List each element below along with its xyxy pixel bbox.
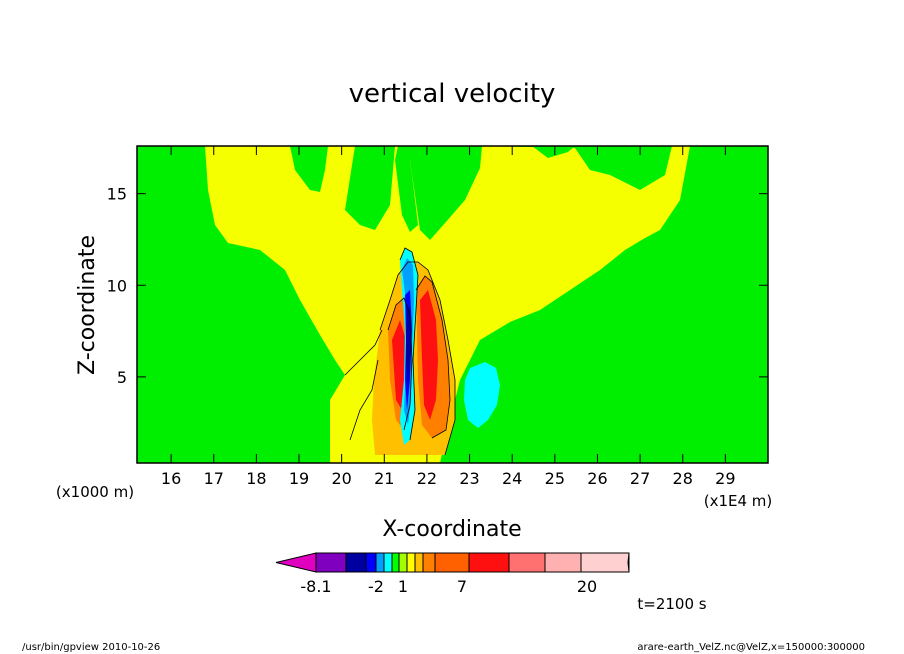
colorbar-segment [383,552,393,573]
x-tick-label: 23 [459,469,479,488]
colorbar-segment [434,552,470,573]
x-tick-label: 28 [673,469,693,488]
colorbar-labels: -8.1 -2 1 7 20 [300,577,597,596]
colorbar-label: -2 [368,577,384,596]
x-tick-label: 26 [587,469,607,488]
x-axis-label: X-coordinate [382,517,521,542]
colorbar-segment [414,552,424,573]
y-tick-label: 10 [107,276,127,295]
footer-left: /usr/bin/gpview 2010-10-26 [22,642,160,653]
colorbar-segment [315,552,347,573]
colorbar-label: 20 [577,577,597,596]
colorbar-segment [375,552,385,573]
x-unit-label: (x1E4 m) [704,492,773,510]
colorbar-segment [580,552,630,573]
y-axis-ticks: 5 10 15 [107,185,768,387]
x-axis-ticks: 16 17 18 19 20 21 22 23 24 25 26 27 28 29 [161,146,736,488]
x-tick-label: 25 [545,469,565,488]
x-tick-label: 27 [630,469,650,488]
x-tick-label: 24 [502,469,522,488]
colorbar-segment [406,552,416,573]
colorbar-segment [468,552,510,573]
x-tick-label: 16 [161,469,181,488]
x-tick-label: 19 [289,469,309,488]
x-tick-label: 29 [715,469,735,488]
y-axis-label: Z-coordinate [75,235,100,375]
colorbar-segment [391,552,400,573]
colorbar-segment [422,552,436,573]
time-label: t=2100 s [637,595,706,613]
colorbar-segment [398,552,408,573]
chart-title: vertical velocity [349,79,556,109]
colorbar-segment [365,552,377,573]
x-tick-label: 21 [374,469,394,488]
colorbar-segment [275,552,317,573]
plot-area [136,145,769,464]
x-tick-label: 17 [204,469,224,488]
x-tick-label: 20 [331,469,351,488]
footer-right: arare-earth_VelZ.nc@VelZ,x=150000:300000 [637,642,865,653]
x-tick-label: 22 [417,469,437,488]
colorbar-label: 1 [398,577,408,596]
colorbar [275,552,630,573]
colorbar-segment [508,552,546,573]
colorbar-segment [544,552,582,573]
colorbar-label: -8.1 [300,577,331,596]
y-unit-label: (x1000 m) [56,483,134,501]
x-tick-label: 18 [246,469,266,488]
y-tick-label: 15 [107,185,127,204]
colorbar-segment [345,552,367,573]
y-tick-label: 5 [117,368,127,387]
colorbar-label: 7 [457,577,467,596]
colorbar-segment [627,552,630,573]
